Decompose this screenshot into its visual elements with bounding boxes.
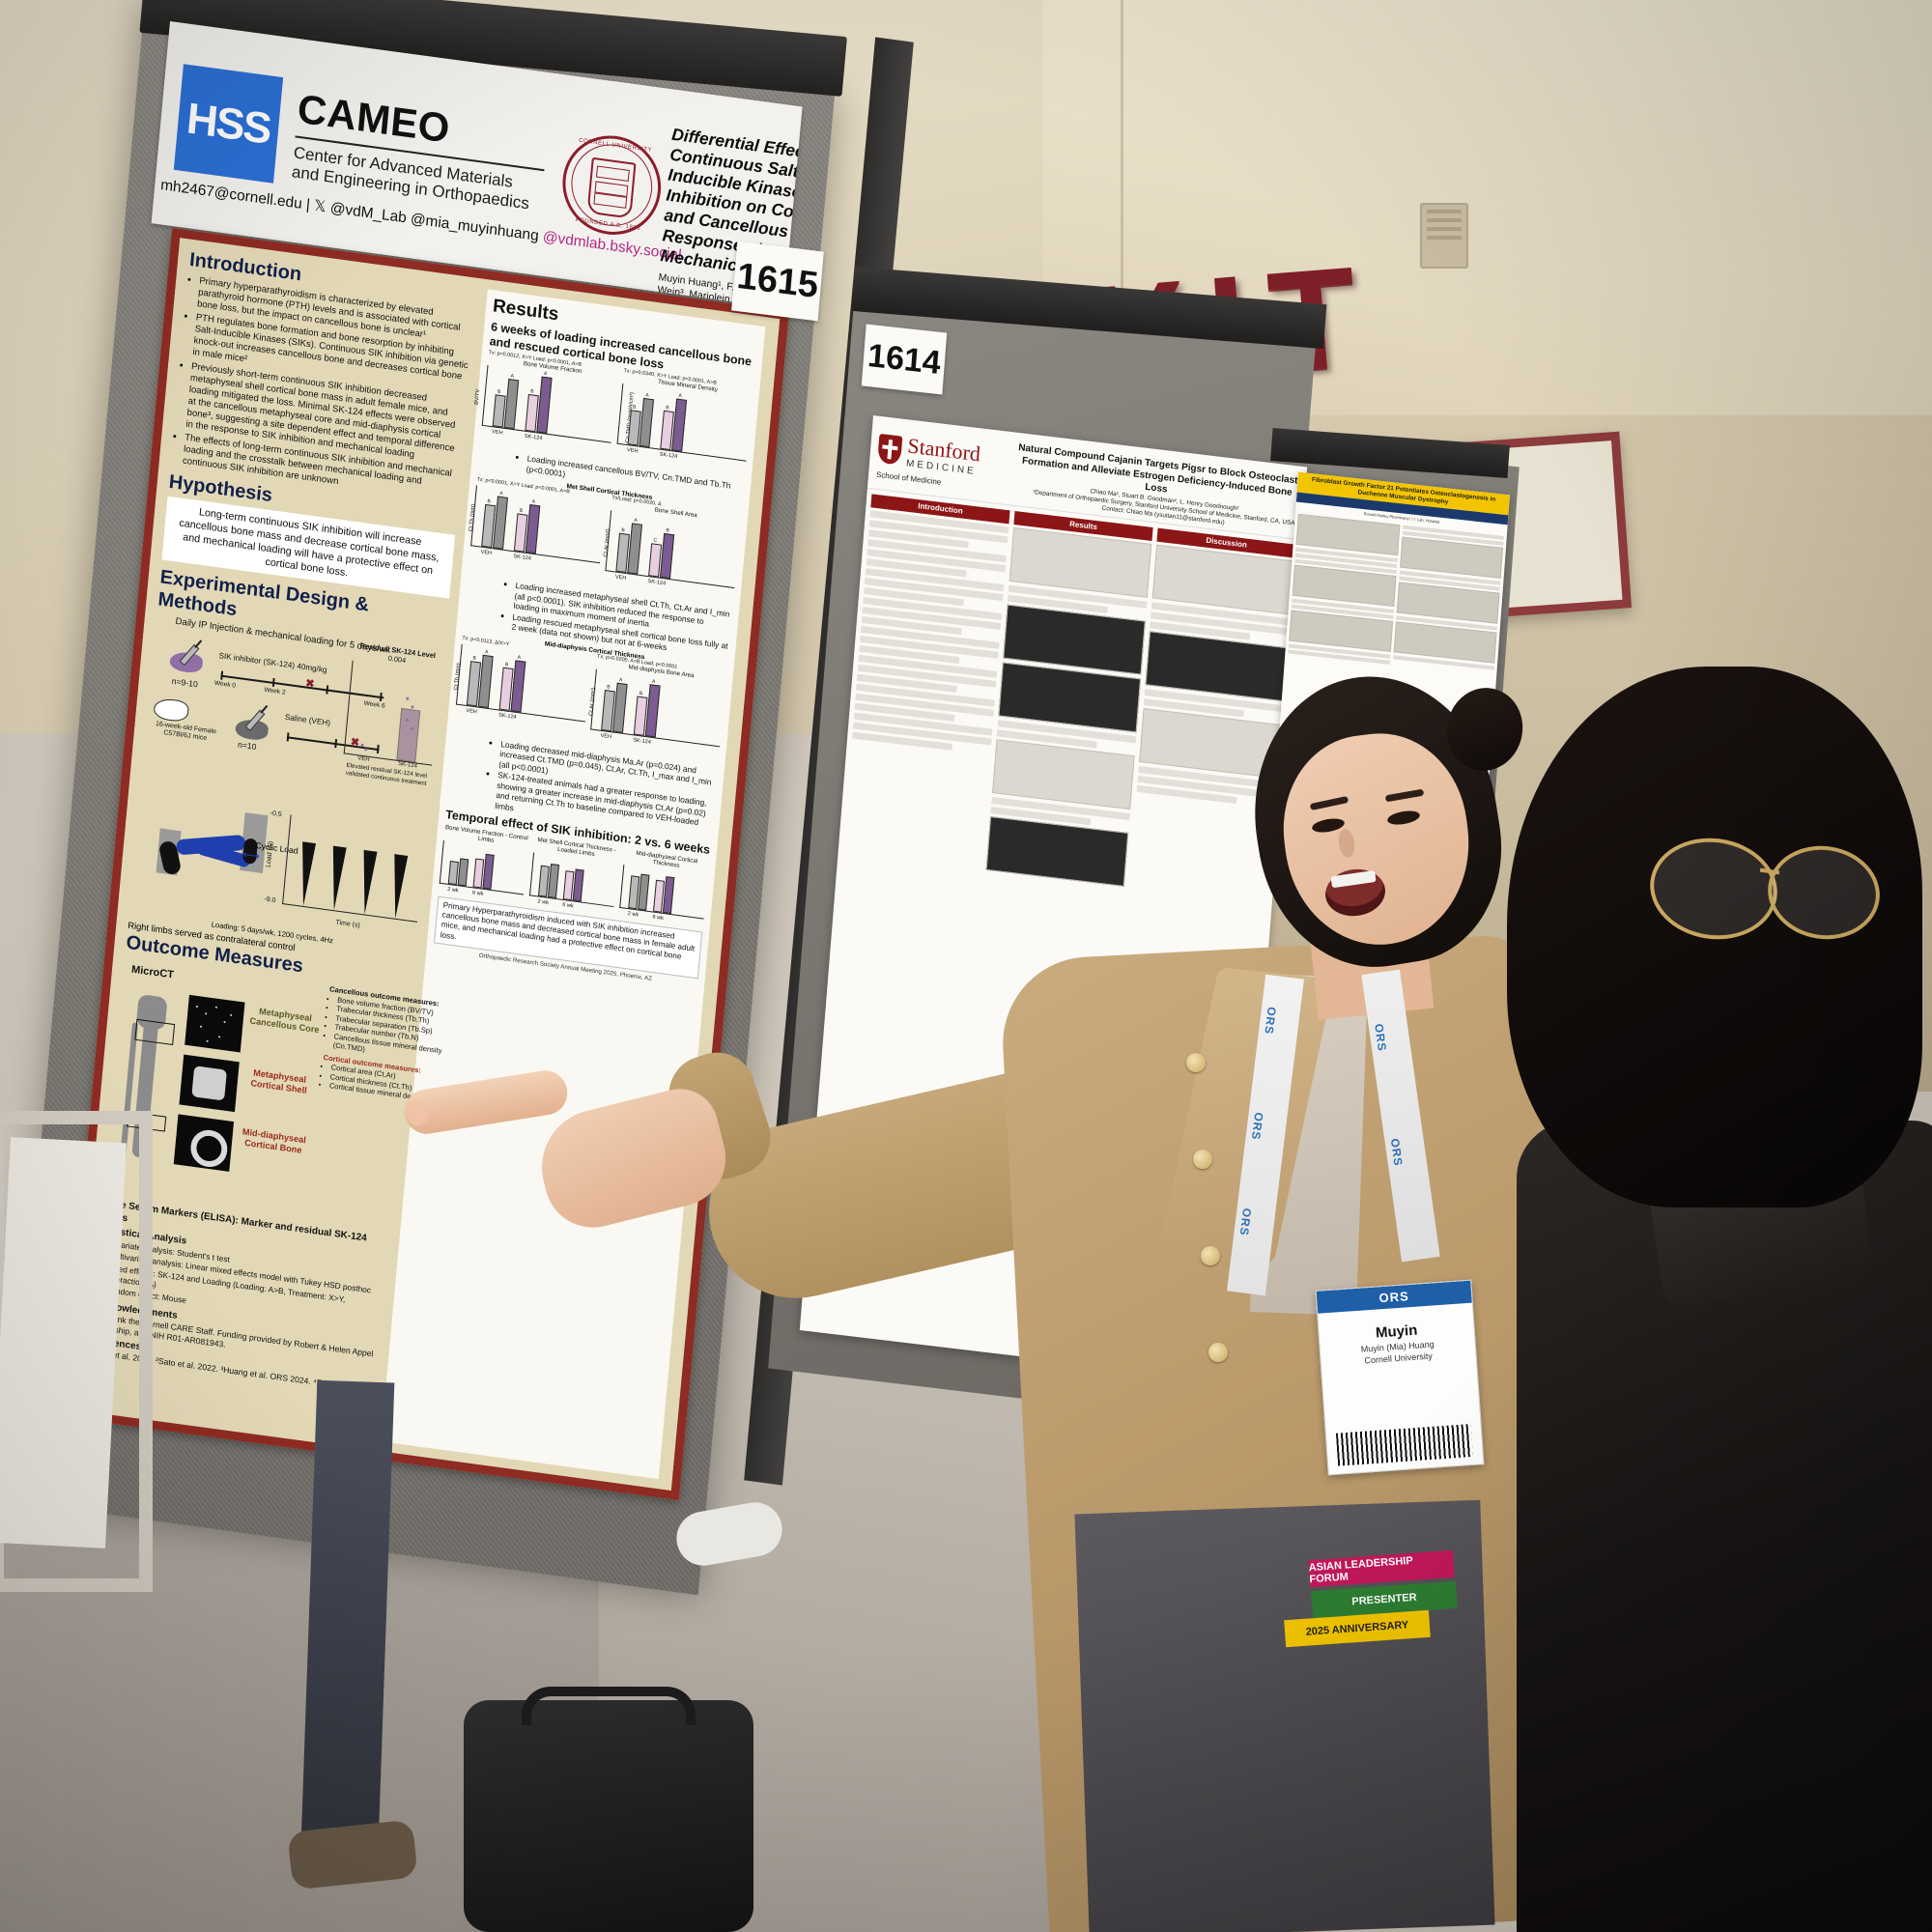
attendee <box>1507 667 1932 1932</box>
jacket-button-icon <box>1201 1246 1220 1265</box>
lanyard-text: ORS <box>1236 1207 1255 1237</box>
presenter-pointing-finger <box>401 1066 571 1138</box>
jacket-button-icon <box>1208 1343 1228 1362</box>
lanyard-text: ORS <box>1387 1137 1406 1168</box>
lanyard-text: ORS <box>1372 1022 1389 1053</box>
jacket-button-icon <box>1186 1053 1206 1072</box>
wall-vent-icon <box>1420 203 1468 269</box>
attendee-hair <box>1507 667 1922 1208</box>
jacket-button-icon <box>1193 1150 1212 1169</box>
wall-seam <box>1121 0 1123 290</box>
badge-barcode-icon <box>1335 1423 1473 1466</box>
lanyard-text: ORS <box>1248 1111 1266 1142</box>
backpack-on-floor <box>464 1687 753 1932</box>
conference-badge[interactable]: ORS Muyin Muyin (Mia) Huang Cornell Univ… <box>1315 1279 1485 1476</box>
lanyard-text: ORS <box>1262 1006 1279 1036</box>
